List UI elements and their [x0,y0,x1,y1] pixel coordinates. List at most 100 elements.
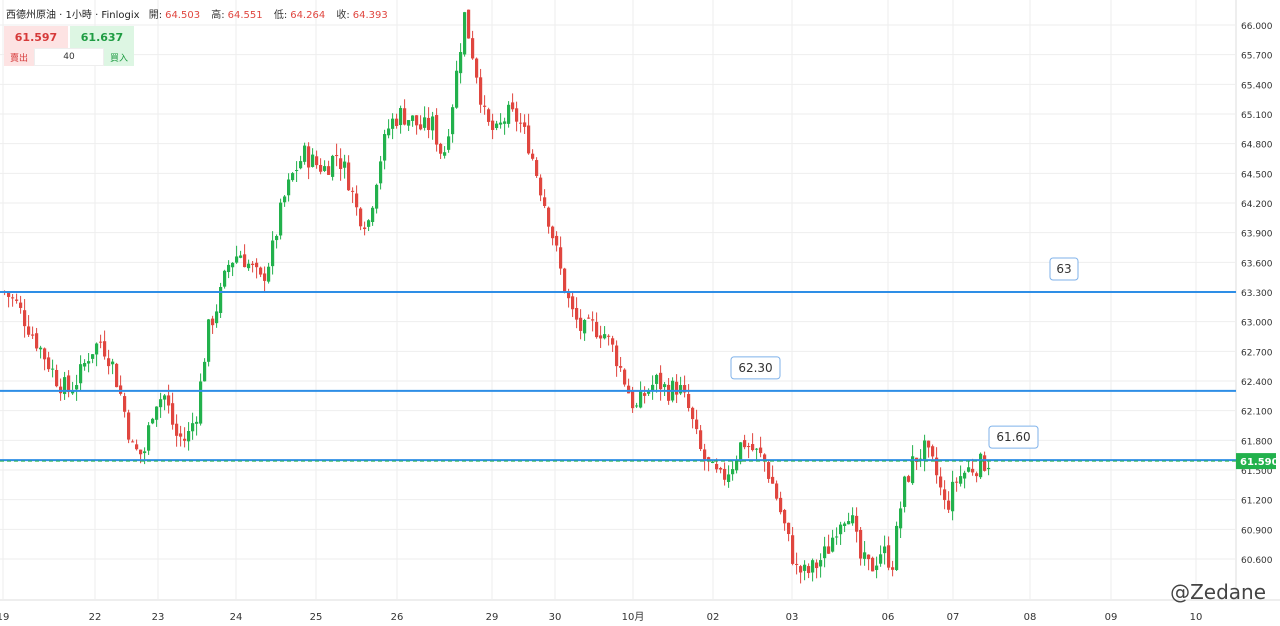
candle-body [651,384,655,391]
candle-body [351,190,355,192]
candle-body [615,345,619,367]
candle-body [279,202,283,236]
candle-body [527,125,531,154]
candle-body [387,128,391,136]
candle-body [171,403,175,425]
candle-body [471,38,475,59]
candle-body [895,525,899,570]
candle-body [863,552,867,559]
candle-body [723,468,727,480]
candle-body [903,476,907,507]
candle-body [743,440,747,448]
candle-body [847,521,851,525]
candle-body [475,58,479,78]
x-tick-label: 10 [1190,612,1203,623]
candle-body [95,343,99,355]
buy-button[interactable]: 買入 [104,48,134,66]
candle-body [343,161,347,168]
candle-body [127,412,131,440]
candle-body [303,145,307,162]
candle-body [35,333,39,349]
y-tick-label: 64.200 [1241,200,1273,210]
sell-button[interactable]: 賣出 [4,48,34,66]
candle-body [927,440,931,448]
y-tick-label: 63.000 [1241,319,1273,329]
current-price-tag [1236,453,1276,470]
low-value: 64.264 [290,10,326,21]
y-tick-label: 63.300 [1241,289,1273,299]
candle-body [607,335,611,337]
candle-body [447,136,451,150]
candle-body [775,483,779,499]
candle-body [407,120,411,126]
x-tick-label: 26 [391,612,404,623]
y-tick-label: 66.000 [1241,22,1273,32]
candle-body [675,381,679,395]
candle-body [683,385,687,393]
candle-body [631,391,635,409]
buy-price-button[interactable]: 61.637 [70,26,134,48]
level-label-box [730,356,781,380]
candle-body [115,363,119,388]
candle-body [711,461,715,463]
candle-body [467,9,471,39]
candle-body [459,52,463,74]
candle-body [27,326,31,335]
candle-body [395,118,399,127]
candle-body [967,467,971,472]
y-tick-label: 64.800 [1241,141,1273,151]
candle-body [75,385,79,390]
candle-body [183,438,187,441]
x-tick-label: 06 [882,612,895,623]
candle-body [611,338,615,345]
candle-body [167,395,171,406]
candle-body [751,444,755,451]
open-label: 開: [148,10,163,21]
x-tick-label: 30 [549,612,562,623]
candle-body [579,317,583,331]
candle-body [563,268,567,292]
candle-body [31,334,35,336]
candle-body [783,509,787,524]
open-value: 64.503 [165,10,201,21]
candle-body [23,310,27,327]
candle-body [955,481,959,483]
candle-body [971,468,975,473]
quantity-input[interactable]: 40 [34,48,104,66]
candle-body [63,377,67,395]
candle-body [107,358,111,367]
candle-body [935,457,939,476]
candle-body [979,453,983,478]
sell-price-button[interactable]: 61.597 [4,26,68,48]
candle-body [39,347,43,350]
candle-body [575,307,579,320]
candle-body [19,302,23,308]
candle-body [531,153,535,159]
candle-body [287,179,291,196]
candle-body [839,524,843,535]
candle-body [427,117,431,130]
candle-body [887,545,891,568]
candle-body [703,449,707,460]
candle-body [551,226,555,239]
x-tick-label: 23 [152,612,165,623]
candle-body [375,184,379,209]
candle-body [515,108,519,122]
candle-body [587,317,591,319]
y-tick-label: 65.700 [1241,52,1273,62]
candle-body [835,536,839,538]
candle-body [283,196,287,203]
candle-body [299,161,303,169]
candle-body [239,255,243,258]
y-tick-label: 64.500 [1241,170,1273,180]
candle-body [499,122,503,125]
y-tick-label: 63.900 [1241,230,1273,240]
candle-body [359,208,363,227]
candle-body [815,562,819,569]
candle-body [695,419,699,430]
candle-body [799,566,803,573]
candle-body [319,164,323,172]
candle-body [191,423,195,432]
